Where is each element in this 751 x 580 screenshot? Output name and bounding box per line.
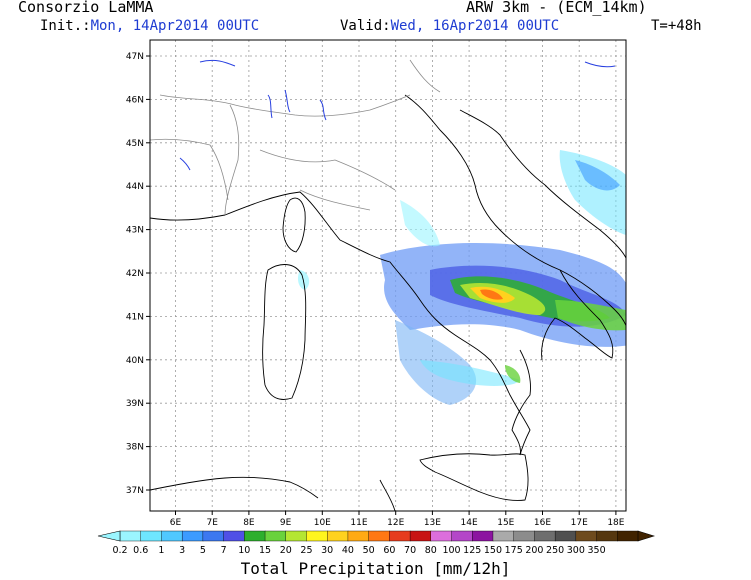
colorbar-label: 20 — [280, 545, 292, 556]
lon-tick-label: 12E — [387, 518, 404, 528]
init-value: Mon, 14Apr2014 00UTC — [90, 18, 260, 34]
colorbar-min-arrow — [97, 530, 121, 542]
colorbar-swatch — [202, 530, 225, 542]
lat-tick-label: 42N — [126, 269, 144, 279]
colorbar-label: 25 — [300, 545, 312, 556]
model-title: ARW 3km - (ECM_14km) — [466, 0, 647, 16]
init-label: Init.: — [40, 18, 91, 34]
lat-tick-label: 37N — [126, 486, 144, 496]
colorbar-label: 70 — [404, 545, 416, 556]
colorbar-label: 10 — [238, 545, 250, 556]
lat-tick-label: 46N — [126, 95, 144, 105]
colorbar-label: 300 — [567, 545, 585, 556]
colorbar-label: 150 — [484, 545, 502, 556]
lon-tick-label: 18E — [607, 518, 624, 528]
colorbar-swatch — [285, 530, 307, 542]
colorbar-label: 80 — [425, 545, 437, 556]
lon-ticks: 6E 7E 8E 9E 10E 11E 12E 13E 14E 15E 16E 17E 18E — [170, 511, 625, 528]
colorbar-label: 5 — [200, 545, 206, 556]
org-title: Consorzio LaMMA — [18, 0, 154, 16]
colorbar-label: 100 — [442, 545, 460, 556]
lat-tick-label: 41N — [126, 312, 144, 322]
lon-tick-label: 16E — [534, 518, 551, 528]
colorbar-label: 175 — [505, 545, 523, 556]
colorbar-label: 3 — [179, 545, 185, 556]
colorbar-label: 125 — [463, 545, 481, 556]
colorbar-swatch — [327, 530, 349, 542]
colorbar-swatch — [534, 530, 556, 542]
precipitation-field — [297, 150, 626, 405]
lon-tick-label: 9E — [280, 518, 292, 528]
lon-tick-label: 15E — [497, 518, 514, 528]
valid-value: Wed, 16Apr2014 00UTC — [390, 18, 560, 34]
colorbar-label: 40 — [342, 545, 354, 556]
colorbar-swatch — [161, 530, 183, 542]
colorbar-swatch — [244, 530, 266, 542]
lon-tick-label: 14E — [461, 518, 478, 528]
colorbar-swatch — [430, 530, 453, 542]
colorbar-label: 60 — [383, 545, 395, 556]
colorbar-label: 200 — [525, 545, 543, 556]
colorbar-swatch — [264, 530, 287, 542]
colorbar-swatch — [389, 530, 411, 542]
colorbar-label: 30 — [321, 545, 333, 556]
colorbar-swatch — [617, 530, 639, 542]
colorbar-swatch — [451, 530, 473, 542]
colorbar-label: 0.2 — [112, 545, 127, 556]
colorbar-swatch — [575, 530, 598, 542]
colorbar-swatch — [409, 530, 432, 542]
lead-time: T=+48h — [651, 18, 702, 34]
lon-tick-label: 17E — [571, 518, 588, 528]
map-border — [149, 39, 627, 512]
lat-tick-label: 47N — [126, 52, 144, 62]
valid-line: Valid:Wed, 16Apr2014 00UTC — [340, 19, 559, 33]
lon-tick-label: 10E — [314, 518, 331, 528]
lon-tick-label: 8E — [243, 518, 255, 528]
lat-tick-label: 39N — [126, 399, 144, 409]
lat-tick-label: 40N — [126, 356, 144, 366]
colorbar-swatch — [223, 530, 245, 542]
colorbar-swatch — [472, 530, 494, 542]
colorbar-label: 50 — [363, 545, 375, 556]
colorbar-swatch — [368, 530, 390, 542]
valid-label: Valid: — [340, 18, 391, 34]
coastlines — [150, 94, 626, 511]
lat-tick-label: 43N — [126, 226, 144, 236]
colorbar-label: 15 — [259, 545, 271, 556]
colorbar-max-arrow — [637, 530, 656, 542]
colorbar-title: Total Precipitation [mm/12h] — [240, 559, 511, 578]
lon-tick-label: 6E — [170, 518, 182, 528]
lat-ticks: 47N 46N 45N 44N 43N 42N 41N 40N 39N 38N 37N — [126, 52, 150, 496]
colorbar-swatch — [181, 530, 204, 542]
init-line: Init.:Mon, 14Apr2014 00UTC — [40, 19, 259, 33]
colorbar-label: 350 — [587, 545, 605, 556]
lon-tick-label: 7E — [206, 518, 218, 528]
colorbar: 0.2 0.6 1 3 5 7 10 15 20 25 30 40 50 60 70 80 100 125 150 1… — [97, 530, 656, 556]
colorbar-swatch — [140, 530, 162, 542]
colorbar-swatch — [306, 530, 328, 542]
lakes — [179, 59, 616, 171]
colorbar-label: 1 — [158, 545, 164, 556]
colorbar-swatch — [596, 530, 618, 542]
colorbar-label: 7 — [221, 545, 227, 556]
colorbar-swatch — [347, 530, 370, 542]
lat-tick-label: 38N — [126, 443, 144, 453]
colorbar-swatch — [492, 530, 515, 542]
colorbar-label: 0.6 — [133, 545, 148, 556]
colorbar-swatch — [513, 530, 535, 542]
lon-tick-label: 11E — [350, 518, 367, 528]
borders — [150, 59, 441, 216]
colorbar-swatch — [554, 530, 577, 542]
lon-tick-label: 13E — [424, 518, 441, 528]
colorbar-swatch — [119, 530, 142, 542]
lat-tick-label: 44N — [126, 182, 144, 192]
lat-tick-label: 45N — [126, 139, 144, 149]
colorbar-label: 250 — [546, 545, 564, 556]
